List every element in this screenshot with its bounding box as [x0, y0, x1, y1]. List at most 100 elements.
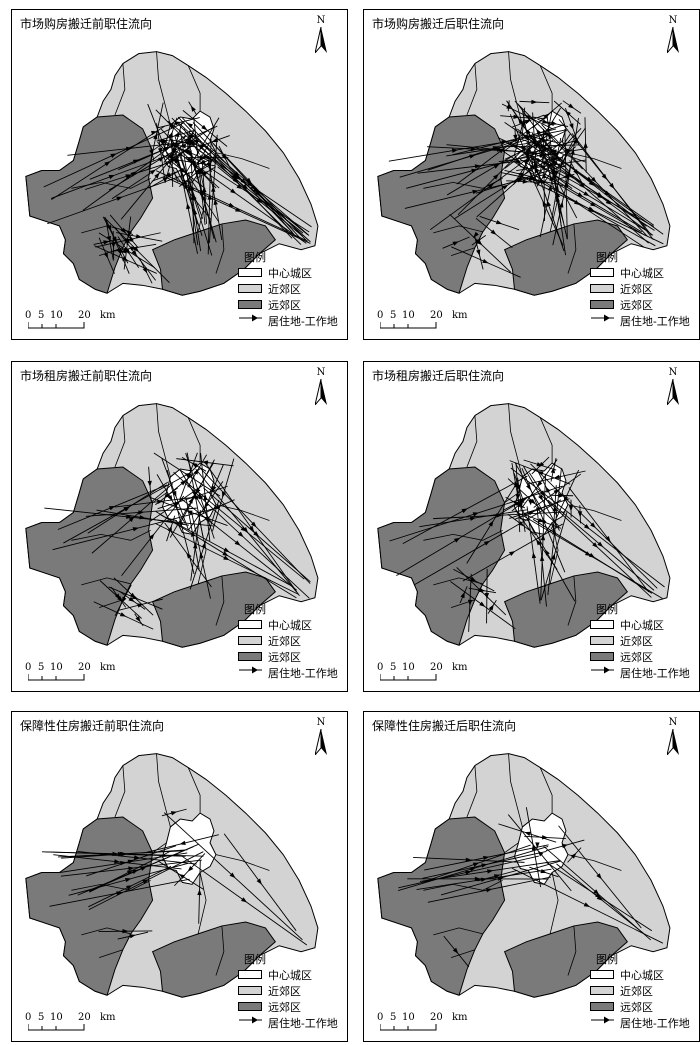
flow-arrowhead [487, 869, 494, 874]
flow-arrowhead [213, 504, 220, 510]
district-boundary [539, 417, 553, 464]
north-arrow-icon [315, 729, 327, 755]
legend-item-flow: 居住地-工作地 [238, 666, 347, 680]
flow-arrowhead [201, 124, 208, 131]
scale-bar: 0 5 10 20 km [25, 1012, 138, 1041]
district-boundary [450, 949, 476, 958]
flow-arrowhead [496, 513, 503, 518]
flow-arrowhead [142, 879, 149, 884]
flow-arrowhead [133, 855, 141, 860]
district-boundary [152, 492, 167, 504]
panel-title: 市场购房搬迁前职住流向 [20, 17, 153, 31]
flow-arrowhead [525, 128, 531, 135]
district-boundary [567, 575, 577, 626]
north-arrow-icon [667, 379, 679, 405]
flow-arrowhead [129, 235, 134, 242]
district-boundary [549, 872, 559, 934]
flow-arrowhead [236, 184, 243, 190]
flow-arrowhead [537, 480, 543, 487]
flow-arrowhead [544, 549, 550, 556]
flow-arrowhead [493, 173, 499, 180]
flow-arrowhead [569, 123, 574, 130]
flow-arrowhead [556, 156, 563, 162]
flow-arrowhead [174, 121, 182, 126]
legend-item-outer-suburb: 远郊区 [238, 650, 347, 664]
north-arrow: N [665, 718, 681, 758]
flow-arrowhead [192, 491, 197, 498]
legend-item-inner-suburb: 近郊区 [238, 984, 347, 998]
flow-arrowhead [583, 141, 588, 148]
flow-arrowhead [115, 593, 121, 600]
flow-arrowhead [108, 174, 115, 180]
flow-arrowhead [192, 139, 199, 144]
flow-lines [388, 99, 664, 278]
legend-item-flow: 居住地-工作地 [238, 1016, 347, 1030]
flow-arrowhead [120, 249, 127, 254]
flow-arrowhead [485, 888, 493, 893]
flow-arrowhead [501, 140, 508, 145]
flow-arrowhead [469, 867, 477, 872]
flow-arrowhead [470, 146, 477, 152]
district-boundary [156, 753, 171, 828]
flow-arrowhead [474, 876, 481, 882]
flow-arrowhead [190, 105, 196, 112]
flow-arrowhead [240, 897, 248, 903]
legend-title: 图例 [244, 953, 266, 966]
flow-arrow-icon [239, 666, 262, 674]
district-boundary [567, 854, 622, 871]
district-boundary [152, 842, 167, 854]
legend-item-central: 中心城区 [590, 618, 699, 632]
flow-arrowhead [228, 202, 235, 208]
legend-item-central: 中心城区 [238, 266, 347, 280]
flow-arrowhead [572, 138, 579, 145]
panel-title: 保障性住房搬迁前职住流向 [20, 719, 165, 733]
legend-item-central: 中心城区 [590, 968, 699, 982]
flow-arrowhead [138, 510, 145, 515]
flow-arrowhead [233, 171, 240, 178]
flow-arrowhead [536, 462, 543, 467]
legend-item-central: 中心城区 [238, 618, 347, 632]
district-boundary [71, 530, 151, 541]
district-boundary [215, 925, 225, 976]
north-label: N [668, 367, 678, 378]
flow-arrowhead [125, 230, 133, 236]
legend-item-central: 中心城区 [238, 968, 347, 982]
district-boundary [433, 225, 483, 234]
district-boundary [539, 65, 553, 112]
north-arrow-icon [315, 27, 327, 53]
flow-arrowhead [473, 231, 479, 238]
north-label: N [316, 717, 326, 728]
outer-suburb-south-region [151, 571, 277, 648]
flow-lines [398, 807, 664, 968]
flow-arrowhead [584, 551, 592, 557]
map-canvas [25, 403, 319, 648]
flow-arrowhead [178, 873, 186, 879]
flow-arrowhead [151, 130, 158, 136]
flow-arrowhead [596, 191, 603, 198]
flow-arrowhead [222, 551, 229, 557]
flow-arrowhead [234, 540, 241, 546]
flow-arrowhead [139, 515, 146, 520]
flow-arrowhead [535, 507, 543, 512]
map-canvas [377, 753, 671, 998]
flow-arrowhead [596, 873, 602, 880]
flow-arrowhead [132, 527, 139, 532]
flow-arrowhead [173, 132, 180, 137]
legend-item-flow: 居住地-工作地 [590, 1016, 699, 1030]
legend-item-flow: 居住地-工作地 [590, 666, 699, 680]
flow-lines [41, 808, 308, 946]
flow-lines [43, 101, 312, 284]
flow-arrowhead [609, 182, 615, 189]
district-boundary [156, 51, 171, 126]
flow-arrowhead [110, 153, 117, 158]
legend-item-inner-suburb: 近郊区 [590, 984, 699, 998]
shanghai-map [25, 51, 319, 296]
flow-arrowhead [131, 249, 137, 256]
flow-arrowhead [518, 118, 524, 125]
flow-arrowhead [513, 114, 520, 119]
legend-item-flow: 居住地-工作地 [590, 314, 699, 328]
legend-item-central: 中心城区 [590, 266, 699, 280]
flow-arrowhead [106, 235, 112, 243]
flow-arrowhead [552, 167, 557, 174]
district-boundary [433, 927, 483, 936]
